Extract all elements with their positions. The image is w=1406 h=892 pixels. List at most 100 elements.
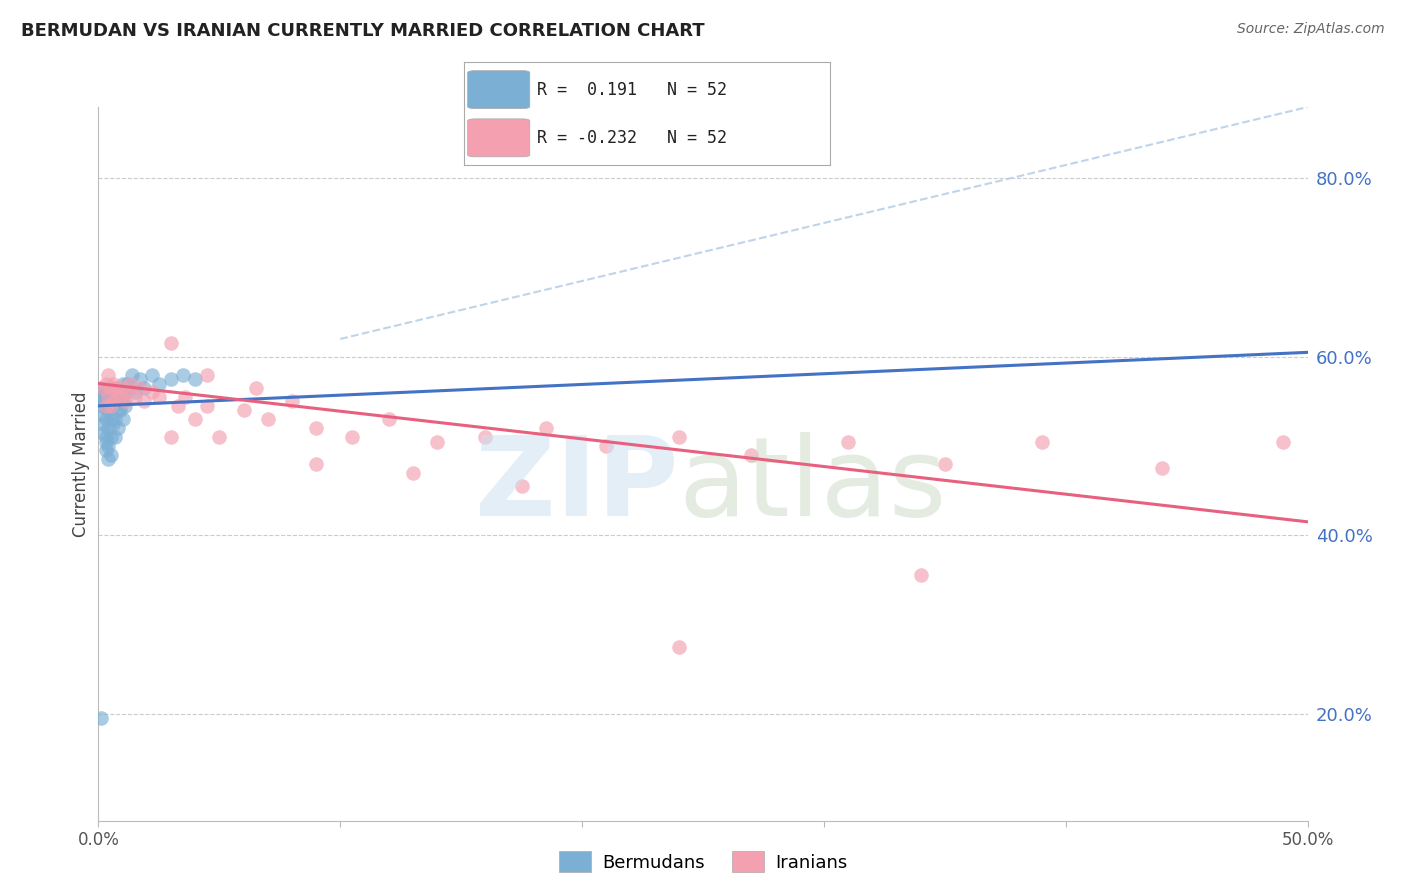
Point <box>111 381 134 395</box>
Text: BERMUDAN VS IRANIAN CURRENTLY MARRIED CORRELATION CHART: BERMUDAN VS IRANIAN CURRENTLY MARRIED CO… <box>21 22 704 40</box>
Point <box>934 457 956 471</box>
Point <box>91 381 114 395</box>
Point <box>101 376 124 391</box>
FancyBboxPatch shape <box>468 119 530 157</box>
Point <box>94 399 117 413</box>
Point <box>184 412 207 426</box>
Point <box>118 381 141 395</box>
Point <box>94 434 117 449</box>
Point <box>108 385 131 400</box>
Point <box>256 412 278 426</box>
Point <box>90 390 112 404</box>
Point <box>121 368 143 382</box>
Point <box>740 448 762 462</box>
Point <box>534 421 557 435</box>
Text: R = -0.232   N = 52: R = -0.232 N = 52 <box>537 129 727 147</box>
Point <box>148 376 170 391</box>
Point <box>94 399 117 413</box>
Point <box>94 430 117 444</box>
Point <box>141 385 163 400</box>
Point <box>91 408 114 422</box>
Point <box>107 421 129 435</box>
Point <box>104 430 127 444</box>
Point <box>111 412 134 426</box>
Point <box>134 394 156 409</box>
Point <box>305 421 328 435</box>
Point <box>100 399 122 413</box>
Point <box>97 390 120 404</box>
Point <box>90 399 112 413</box>
Point <box>167 399 190 413</box>
Point <box>134 381 156 395</box>
Point <box>837 434 859 449</box>
Point <box>245 381 267 395</box>
Point <box>128 372 150 386</box>
Point <box>160 372 183 386</box>
Point <box>117 385 139 400</box>
Point <box>111 394 134 409</box>
Point <box>107 390 129 404</box>
Point <box>100 430 122 444</box>
Point <box>100 399 122 413</box>
Point <box>111 376 134 391</box>
Point <box>100 412 122 426</box>
Point <box>108 390 131 404</box>
Point <box>474 430 496 444</box>
Point <box>148 390 170 404</box>
Point <box>101 394 124 409</box>
Point <box>104 381 127 395</box>
Point <box>107 385 129 400</box>
Point <box>195 368 218 382</box>
Point <box>160 430 183 444</box>
Point <box>94 385 117 400</box>
Point <box>100 381 122 395</box>
Point <box>510 479 533 493</box>
Point <box>91 425 114 440</box>
Point <box>91 417 114 431</box>
Point <box>595 439 617 453</box>
Point <box>232 403 254 417</box>
Point <box>100 448 122 462</box>
Point <box>114 394 136 409</box>
Point <box>184 372 207 386</box>
Legend: Bermudans, Iranians: Bermudans, Iranians <box>551 844 855 880</box>
Point <box>114 385 136 400</box>
Y-axis label: Currently Married: Currently Married <box>72 391 90 537</box>
Point <box>97 421 120 435</box>
Point <box>208 430 231 444</box>
Point <box>1152 461 1174 475</box>
Point <box>91 385 114 400</box>
Point <box>97 403 120 417</box>
Point <box>402 466 425 480</box>
Point <box>377 412 399 426</box>
Point <box>281 394 304 409</box>
Point <box>104 412 127 426</box>
Point <box>90 381 112 395</box>
Point <box>1031 434 1053 449</box>
Point <box>141 368 163 382</box>
Point <box>426 434 449 449</box>
Point <box>172 368 194 382</box>
Point <box>91 394 114 409</box>
Point <box>101 417 124 431</box>
Point <box>97 439 120 453</box>
Point <box>195 399 218 413</box>
Point <box>101 385 124 400</box>
Point <box>910 568 932 582</box>
Point <box>160 336 183 351</box>
Point <box>128 381 150 395</box>
Point <box>94 443 117 458</box>
Point <box>101 399 124 413</box>
Point <box>118 376 141 391</box>
Point <box>104 394 127 409</box>
Point <box>124 390 146 404</box>
Point <box>1272 434 1295 449</box>
Point <box>668 430 690 444</box>
Point <box>668 640 690 654</box>
FancyBboxPatch shape <box>468 70 530 109</box>
Point <box>114 399 136 413</box>
Text: R =  0.191   N = 52: R = 0.191 N = 52 <box>537 81 727 99</box>
Point <box>174 390 197 404</box>
Point <box>97 368 120 382</box>
Point <box>305 457 328 471</box>
